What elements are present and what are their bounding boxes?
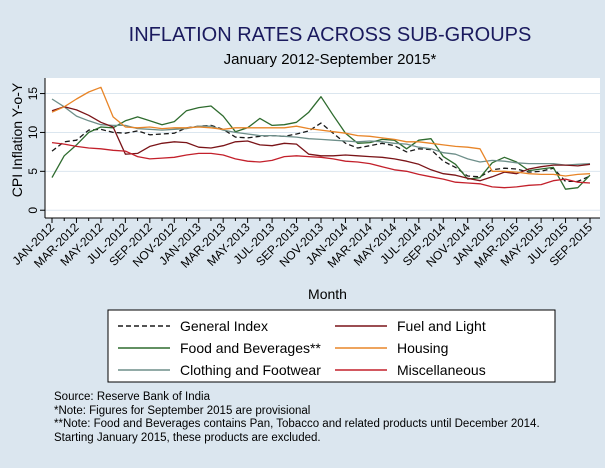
chart-notes: Source: Reserve Bank of India *Note: Fig… [54, 391, 540, 445]
food-note: **Note: Food and Beverages contains Pan,… [54, 418, 540, 430]
series-line-miscellaneous [51, 141, 591, 189]
legend-label: General Index [180, 318, 268, 334]
chart-title: INFLATION RATES ACROSS SUB-GROUPS [129, 24, 532, 46]
chart-subtitle: January 2012-September 2015* [224, 51, 437, 68]
y-axis-label: CPI Inflation Y-o-Y [9, 82, 25, 197]
inflation-chart: INFLATION RATES ACROSS SUB-GROUPS Januar… [9, 24, 600, 383]
series-line-food-and-beverages [51, 96, 591, 190]
y-tick-label: 10 [26, 125, 40, 139]
x-axis-label: Month [308, 286, 347, 302]
series-line-fuel-and-light [51, 106, 591, 182]
legend-label: Fuel and Light [397, 318, 486, 334]
x-axis: JAN-2012MAR-2012MAY-2012JUL-2012SEP-2012… [9, 217, 600, 271]
plot-area [45, 78, 600, 218]
legend-box [107, 309, 556, 383]
series-lines [51, 86, 591, 190]
y-tick-label: 15 [26, 87, 40, 101]
y-tick-label: 0 [26, 207, 40, 214]
provisional-note: *Note: Figures for September 2015 are pr… [54, 404, 311, 417]
legend-label: Housing [397, 340, 448, 356]
series-line-general-index [51, 122, 591, 183]
legend-label: Clothing and Footwear [180, 362, 321, 378]
source-note: Source: Reserve Bank of India [54, 391, 210, 403]
y-tick-label: 5 [26, 168, 40, 175]
food-note-continued: Starting January 2015, these products ar… [54, 431, 321, 444]
legend-label: Food and Beverages** [180, 340, 321, 356]
y-axis: 0 5 10 15 [26, 78, 46, 218]
series-line-housing [51, 86, 591, 177]
legend-label: Miscellaneous [397, 362, 486, 378]
grid-lines [45, 93, 600, 211]
legend: General Index Fuel and Light Food and Beve… [107, 309, 556, 383]
series-line-clothing-and-footwear [51, 98, 591, 166]
